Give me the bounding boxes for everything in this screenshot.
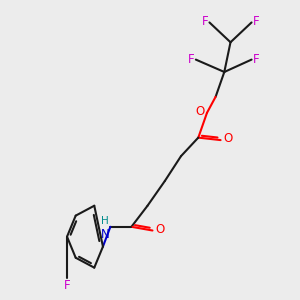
- Text: F: F: [253, 53, 260, 66]
- Text: F: F: [202, 15, 208, 28]
- Text: F: F: [64, 279, 70, 292]
- Text: O: O: [155, 223, 164, 236]
- Text: O: O: [223, 132, 232, 146]
- Text: N: N: [100, 228, 109, 241]
- Text: O: O: [195, 105, 205, 118]
- Text: F: F: [188, 53, 195, 66]
- Text: H: H: [101, 215, 109, 226]
- Text: F: F: [253, 15, 260, 28]
